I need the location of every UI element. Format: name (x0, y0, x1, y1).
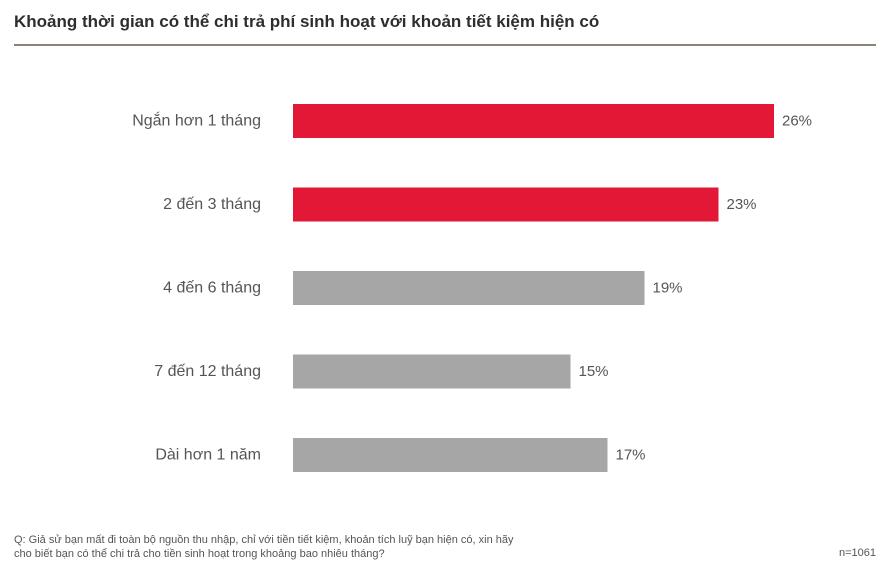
value-label: 26% (782, 113, 812, 130)
category-label: 7 đến 12 tháng (154, 363, 261, 380)
bar (293, 271, 645, 305)
value-label: 15% (579, 363, 609, 380)
value-label: 17% (616, 447, 646, 464)
footnote-line-1: Q: Giả sử bạn mất đi toàn bộ nguồn thu n… (14, 534, 514, 546)
footnote-line-2: cho biết bạn có thể chi trả cho tiền sin… (14, 548, 385, 560)
survey-question-footnote: Q: Giả sử bạn mất đi toàn bộ nguồn thu n… (14, 533, 574, 561)
category-label: 4 đến 6 tháng (163, 280, 261, 297)
value-label: 19% (653, 280, 683, 297)
bar (293, 104, 774, 138)
title-divider (14, 44, 876, 46)
value-label: 23% (727, 196, 757, 213)
bar (293, 354, 571, 389)
chart-title: Khoảng thời gian có thể chi trả phí sinh… (14, 12, 600, 31)
bar (293, 187, 719, 222)
category-label: Dài hơn 1 năm (155, 447, 261, 464)
category-label: 2 đến 3 tháng (163, 196, 261, 213)
bar (293, 438, 608, 472)
category-label: Ngắn hơn 1 tháng (132, 111, 261, 130)
sample-size: n=1061 (838, 547, 876, 559)
